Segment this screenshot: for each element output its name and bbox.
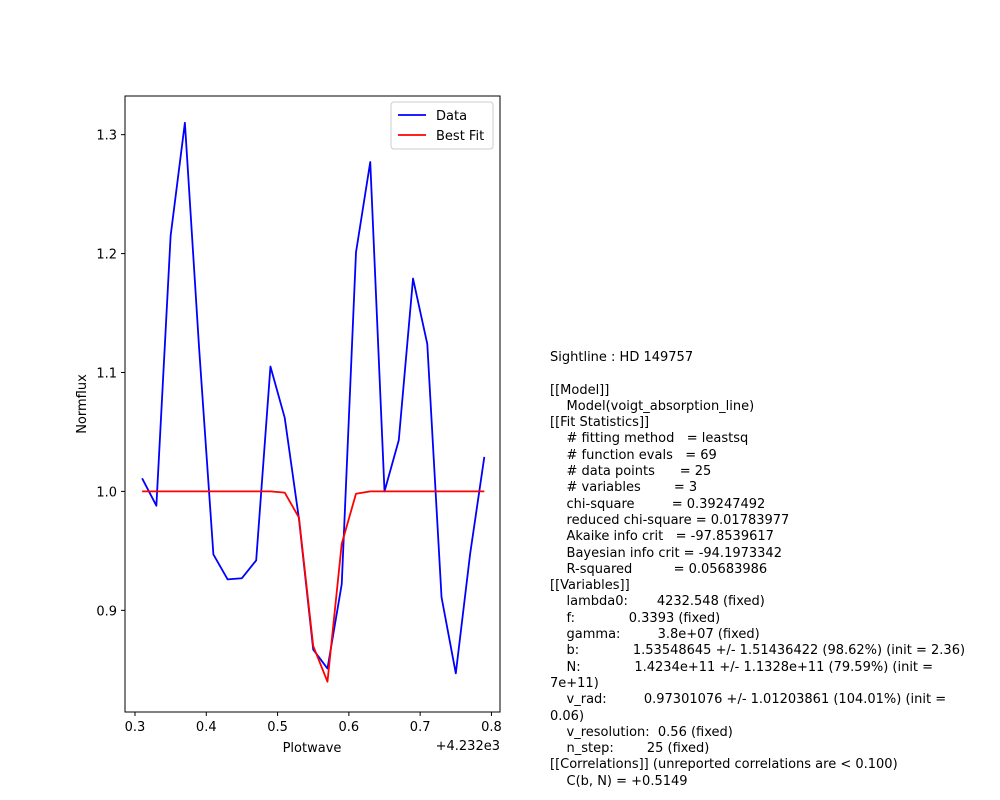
y-tick-label: 1.1 <box>96 366 117 381</box>
series-line-data <box>141 121 486 675</box>
fit-report-line: N: 1.4234e+11 +/- 1.1328e+11 (79.59%) (i… <box>550 659 934 675</box>
x-tick-label: 0.4 <box>196 720 217 735</box>
fit-report-line: [[Model]] <box>550 382 610 398</box>
y-tick-label: 1.0 <box>96 485 117 500</box>
fit-report-line: Sightline : HD 149757 <box>550 350 694 365</box>
fit-report-line: [[Fit Statistics]] <box>550 415 650 431</box>
fit-report-line: Bayesian info crit = -94.1973342 <box>550 545 782 561</box>
fit-report-line: 0.06) <box>550 708 585 724</box>
fit-report-line: C(b, N) = +0.5149 <box>550 773 688 789</box>
fit-report: Sightline : HD 149757 [[Model]] Model(voi… <box>550 350 995 790</box>
series-layer <box>141 121 486 683</box>
fit-report-line: 7e+11) <box>550 675 599 691</box>
fit-report-line: f: 0.3393 (fixed) <box>550 610 721 626</box>
fit-report-line: R-squared = 0.05683986 <box>550 561 768 577</box>
legend: Data Best Fit <box>390 101 494 150</box>
fit-report-line: Akaike info crit = -97.8539617 <box>550 529 774 545</box>
fit-report-line: Model(voigt_absorption_line) <box>550 398 755 414</box>
x-tick-label: 0.6 <box>339 720 360 735</box>
y-tick-label: 1.3 <box>96 129 117 144</box>
fit-report-line: b: 1.53548645 +/- 1.51436422 (98.62%) (i… <box>550 643 966 659</box>
fit-report-line: reduced chi-square = 0.01783977 <box>550 512 790 528</box>
fit-report-line: # variables = 3 <box>550 480 698 496</box>
y-axis-label: Normflux <box>75 374 90 434</box>
x-tick-label: 0.3 <box>125 720 146 735</box>
y-tick-label: 1.2 <box>96 248 117 263</box>
y-tick-label: 0.9 <box>96 604 117 619</box>
x-tick-label: 0.5 <box>267 720 288 735</box>
fit-report-line: # function evals = 69 <box>550 447 717 463</box>
fit-report-line: chi-square = 0.39247492 <box>550 496 766 512</box>
series-line-best-fit <box>142 490 485 683</box>
x-axis-offset-label: +4.232e3 <box>436 739 500 754</box>
x-axis: 0.3 0.4 0.5 0.6 0.7 0.8 <box>125 712 502 735</box>
fit-report-line: v_resolution: 0.56 (fixed) <box>550 724 733 740</box>
y-axis: 0.9 1.0 1.1 1.2 1.3 <box>96 129 125 619</box>
fit-report-line: v_rad: 0.97301076 +/- 1.01203861 (104.01… <box>550 692 947 708</box>
fit-report-line: [[Correlations]] (unreported correlation… <box>550 757 898 773</box>
legend-label-data: Data <box>436 109 467 124</box>
fit-report-line: lambda0: 4232.548 (fixed) <box>550 594 765 610</box>
fit-report-line: # fitting method = leastsq <box>550 431 749 447</box>
fit-report-line: [[Variables]] <box>550 578 630 594</box>
x-tick-label: 0.8 <box>481 720 502 735</box>
fit-report-line <box>550 366 995 382</box>
legend-box <box>390 101 494 150</box>
fit-report-line: n_step: 25 (fixed) <box>550 741 710 757</box>
x-tick-label: 0.7 <box>410 720 431 735</box>
legend-label-best-fit: Best Fit <box>436 129 484 144</box>
fit-report-line: gamma: 3.8e+07 (fixed) <box>550 627 760 643</box>
x-axis-label: Plotwave <box>283 741 342 756</box>
plot-area <box>124 95 501 713</box>
fit-report-line: # data points = 25 <box>550 464 712 480</box>
